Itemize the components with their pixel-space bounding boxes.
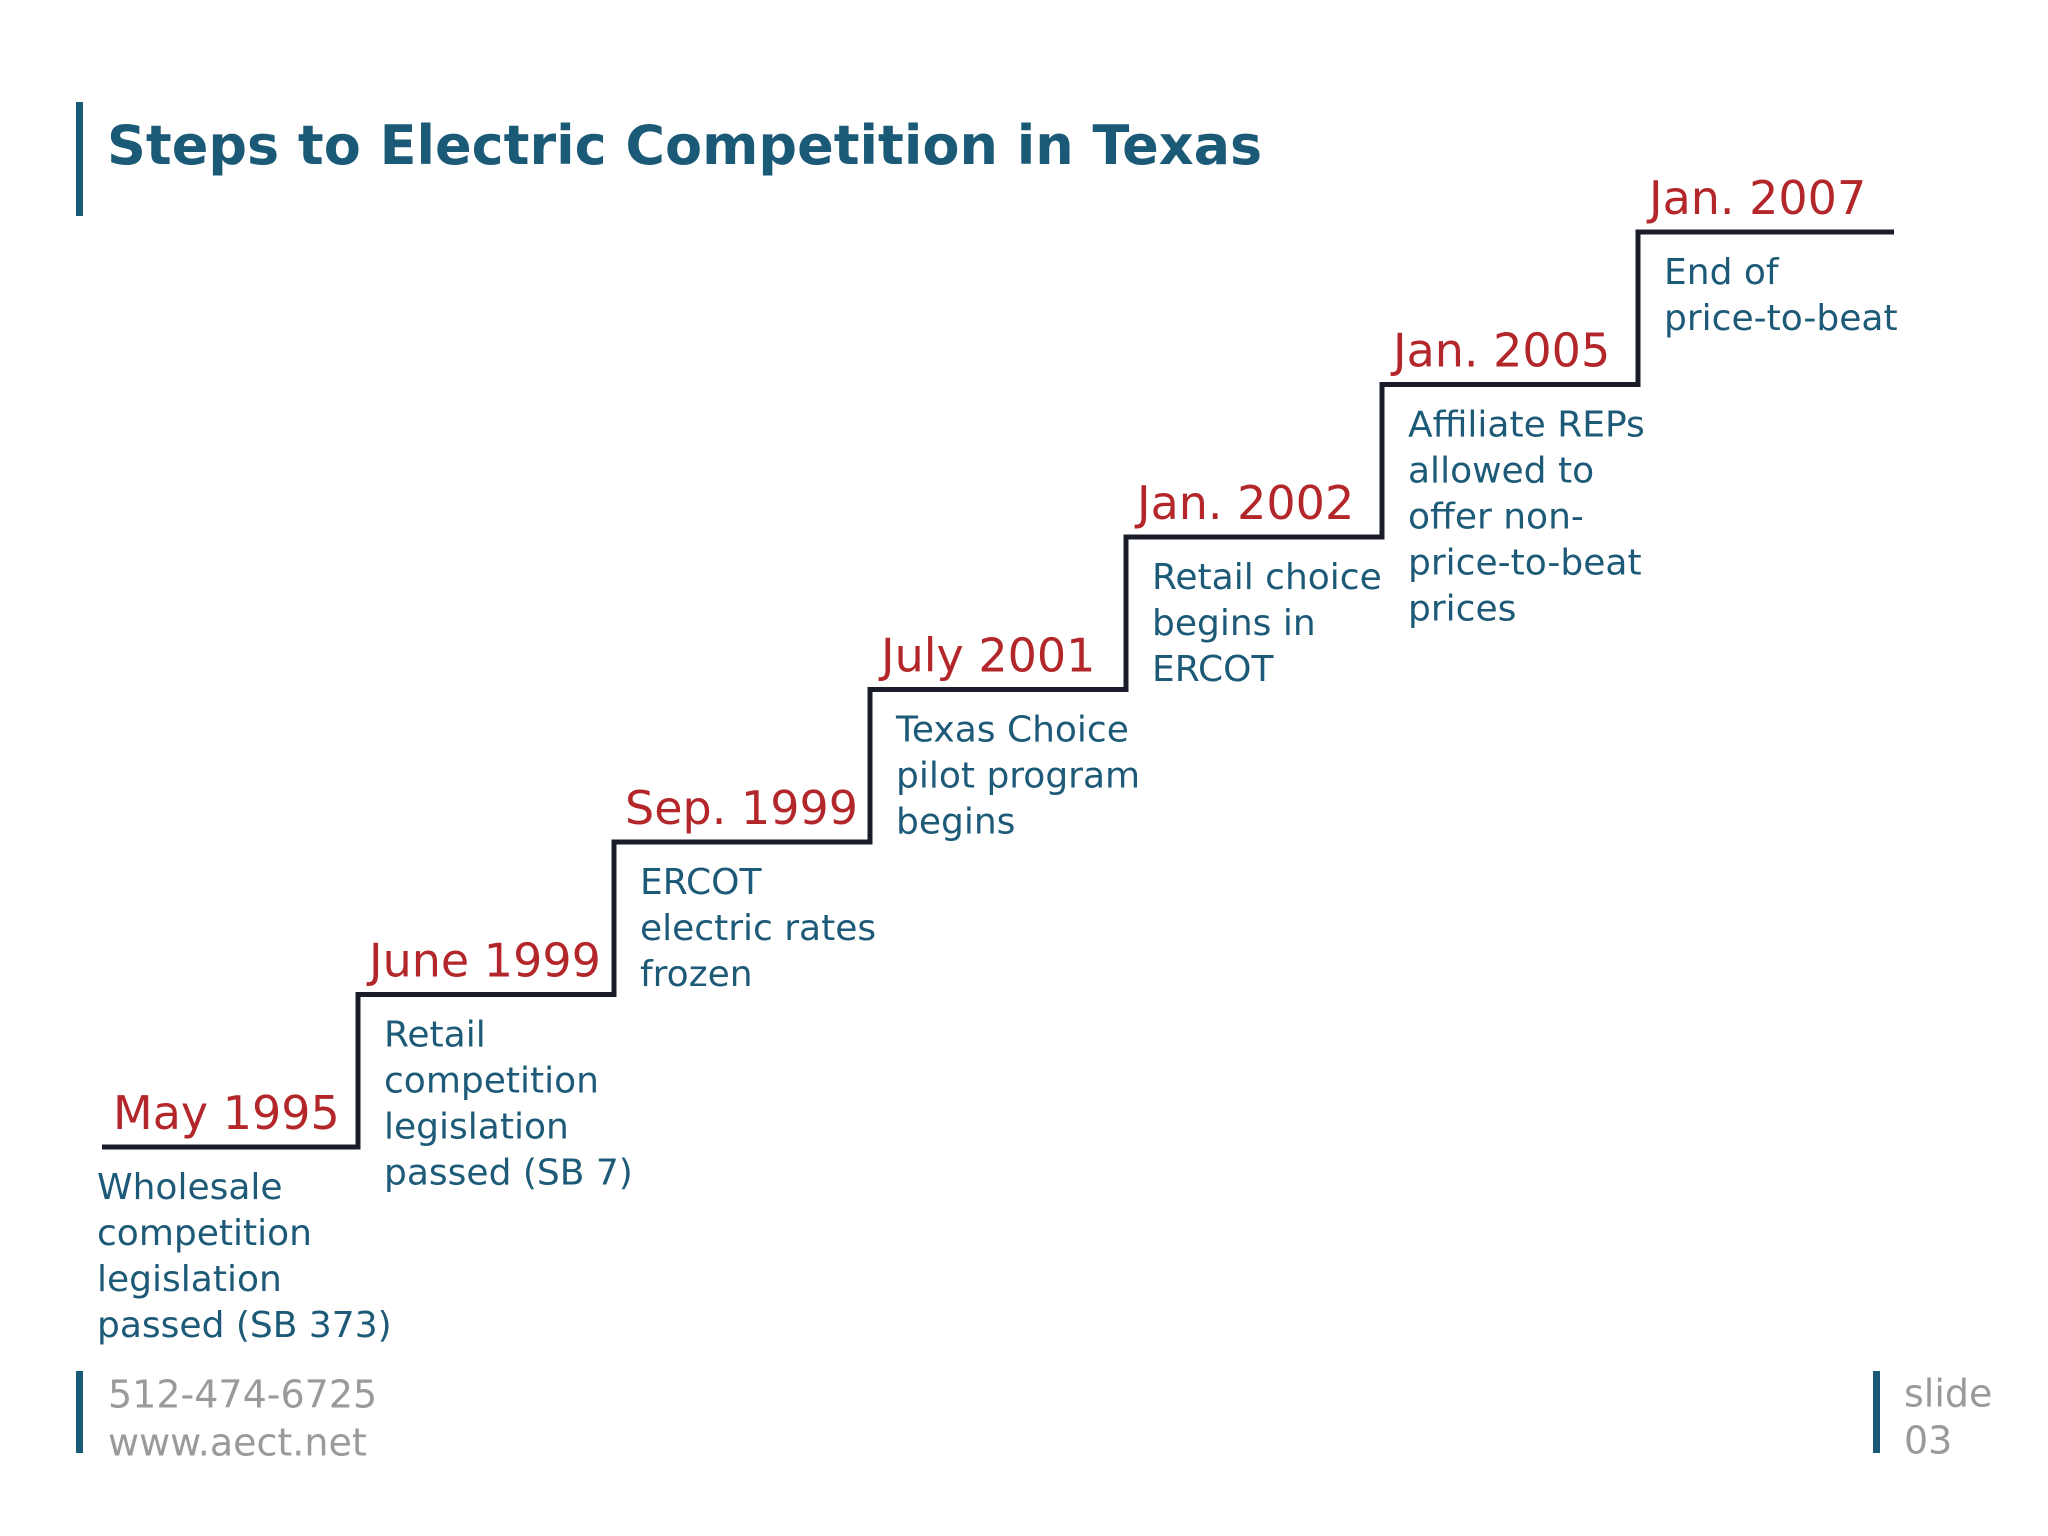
step-description: Retail <box>384 1015 486 1056</box>
step-description: allowed to <box>1408 451 1594 492</box>
step-description: electric rates <box>640 908 876 949</box>
step-description: Retail choice <box>1152 557 1382 598</box>
staircase <box>102 229 1894 1150</box>
step-description: Affiliate REPs <box>1408 405 1645 446</box>
title-accent <box>76 102 83 216</box>
website: www.aect.net <box>108 1421 367 1465</box>
step-description: begins in <box>1152 603 1316 644</box>
step-description: legislation <box>384 1107 569 1148</box>
step-description: End of <box>1664 252 1780 293</box>
step-date: July 2001 <box>878 629 1095 683</box>
slide-label: slide <box>1904 1372 1992 1416</box>
step-description: passed (SB 7) <box>384 1153 633 1194</box>
step-description: competition <box>97 1213 312 1254</box>
step-description: legislation <box>97 1259 282 1300</box>
step-description: Wholesale <box>97 1167 283 1208</box>
footer-accent <box>76 1371 83 1453</box>
step-description: prices <box>1408 589 1516 630</box>
step-description: competition <box>384 1061 599 1102</box>
step-description: offer non- <box>1408 497 1584 538</box>
step-description: Texas Choice <box>895 710 1129 751</box>
step-description: price-to-beat <box>1408 543 1642 584</box>
step-date: May 1995 <box>113 1086 340 1140</box>
step-description: ERCOT <box>1152 649 1274 690</box>
slide-number: 03 <box>1904 1419 1952 1463</box>
title: Steps to Electric Competition in Texas <box>107 114 1262 177</box>
step-date: Sep. 1999 <box>625 781 858 835</box>
step-description: pilot program <box>896 756 1140 797</box>
step-date: Jan. 2005 <box>1390 324 1610 378</box>
step-description: begins <box>896 802 1015 843</box>
step-date: June 1999 <box>366 934 601 988</box>
step-description: price-to-beat <box>1664 298 1898 339</box>
slide-accent <box>1873 1371 1880 1453</box>
phone: 512-474-6725 <box>108 1373 377 1417</box>
step-date: Jan. 2002 <box>1134 476 1354 530</box>
step-date: Jan. 2007 <box>1646 171 1866 225</box>
step-description: passed (SB 373) <box>97 1305 392 1346</box>
step-description: ERCOT <box>640 862 762 903</box>
step-description: frozen <box>640 954 753 995</box>
